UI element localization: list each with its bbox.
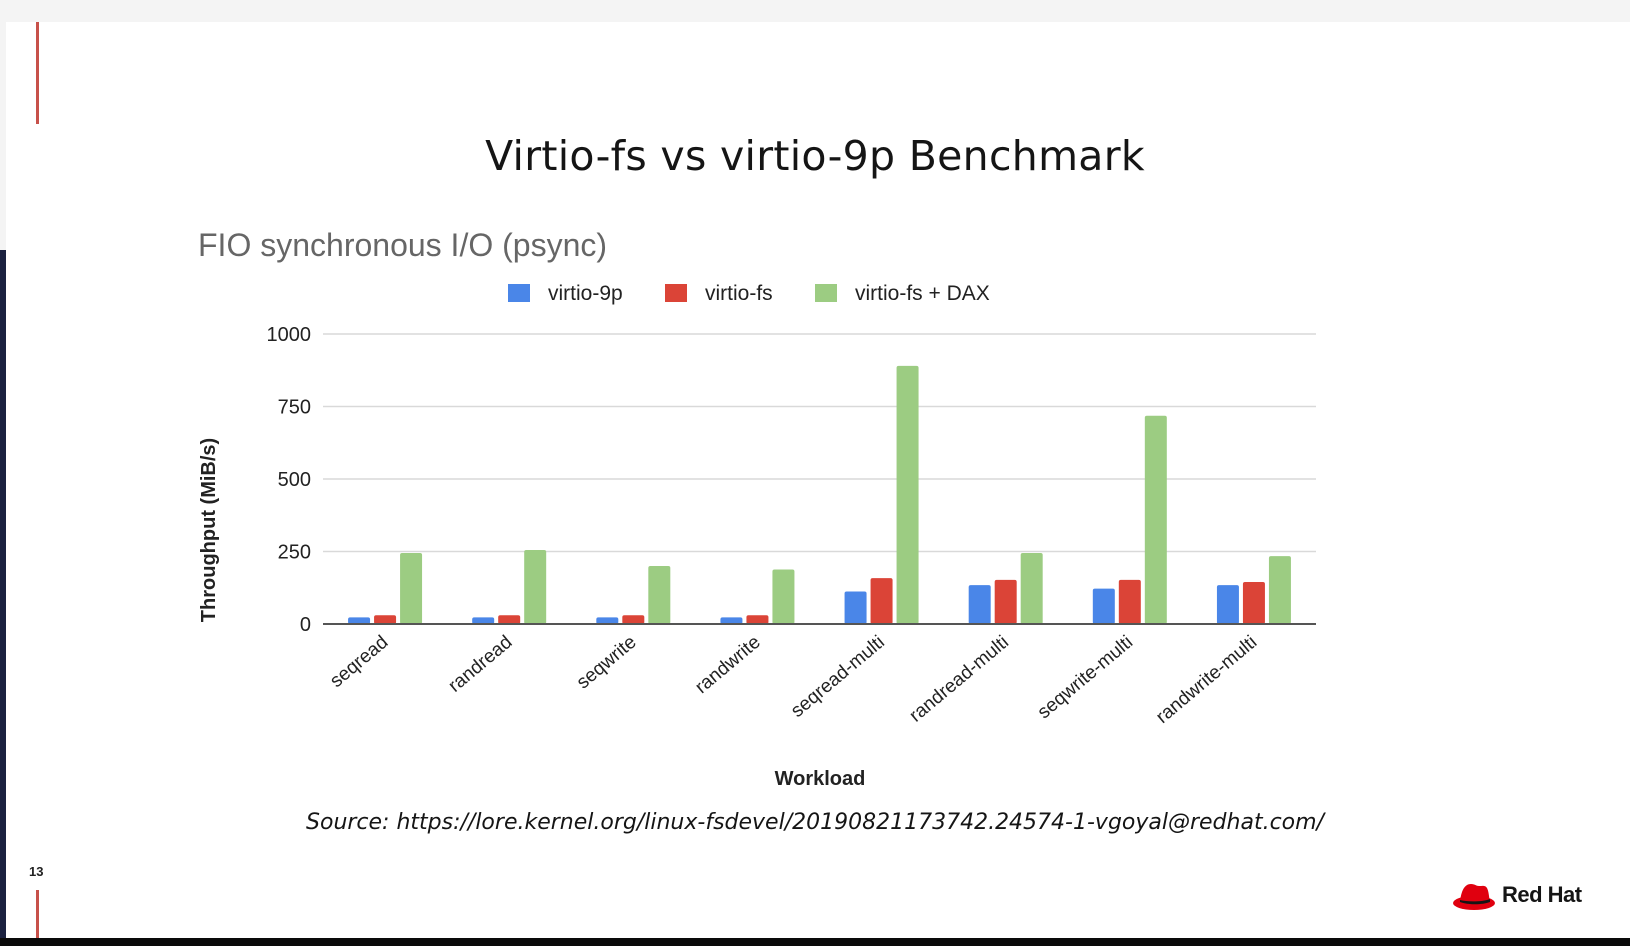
bar-virtio-fs-dax-randread-multi xyxy=(1020,552,1043,624)
x-tick-label: seqread-multi xyxy=(787,632,889,722)
bar-virtio-fs-randread xyxy=(498,615,521,624)
bar-virtio-9p-randwrite xyxy=(720,617,743,624)
bar-virtio-fs-seqread xyxy=(374,615,397,624)
slide-number: 13 xyxy=(29,864,44,879)
x-axis-label: Workload xyxy=(775,768,866,790)
bar-virtio-fs-randread-multi xyxy=(994,579,1017,624)
y-axis-ticks: 0 250 500 750 1000 xyxy=(267,324,312,636)
y-tick-label: 500 xyxy=(278,469,311,491)
bar-virtio-fs-seqwrite-multi xyxy=(1118,579,1141,624)
x-tick-label: randread-multi xyxy=(906,632,1013,727)
bar-virtio-9p-randread-multi xyxy=(968,585,991,624)
x-tick-label: randread xyxy=(445,632,517,697)
bar-virtio-fs-dax-seqread xyxy=(400,552,423,624)
bar-virtio-9p-randread xyxy=(472,617,495,624)
red-hat-logo: Red Hat xyxy=(1452,876,1602,916)
bar-virtio-fs-randwrite-multi xyxy=(1242,581,1265,624)
x-tick-label: randwrite xyxy=(691,632,764,698)
legend-swatch xyxy=(665,284,687,302)
x-tick-label: randwrite-multi xyxy=(1152,632,1261,728)
y-tick-label: 0 xyxy=(300,614,311,636)
chart-legend: virtio-9p virtio-fs virtio-fs + DAX xyxy=(508,282,990,305)
x-tick-label: seqread xyxy=(326,632,392,692)
bar-virtio-9p-seqread xyxy=(348,617,371,624)
bar-virtio-fs-randwrite xyxy=(746,615,769,624)
y-tick-label: 250 xyxy=(278,542,311,564)
legend-label: virtio-9p xyxy=(548,282,623,305)
y-axis-label: Throughput (MiB/s) xyxy=(198,438,220,622)
x-tick-label: seqwrite xyxy=(573,632,641,694)
top-accent-line xyxy=(36,22,39,124)
bar-virtio-fs-dax-seqwrite xyxy=(648,566,671,624)
bar-virtio-fs-dax-seqread-multi xyxy=(896,365,919,624)
bar-virtio-fs-dax-randread xyxy=(524,550,547,624)
slide-title: Virtio-fs vs virtio-9p Benchmark xyxy=(485,132,1145,180)
y-tick-label: 750 xyxy=(278,397,311,419)
source-citation: Source: https://lore.kernel.org/linux-fs… xyxy=(306,810,1324,835)
bar-virtio-fs-seqread-multi xyxy=(870,578,893,624)
bar-virtio-9p-randwrite-multi xyxy=(1216,585,1239,624)
chart-bars xyxy=(348,365,1291,624)
legend-swatch xyxy=(508,284,530,302)
bar-virtio-fs-dax-randwrite xyxy=(772,569,795,624)
bottom-accent-line xyxy=(36,890,39,938)
red-hat-fedora-icon xyxy=(1453,884,1495,910)
legend-label: virtio-fs xyxy=(705,282,773,305)
legend-label: virtio-fs + DAX xyxy=(855,282,990,305)
bottom-black-bar xyxy=(0,938,1630,946)
chart-title: FIO synchronous I/O (psync) xyxy=(198,227,607,263)
left-edge-strip xyxy=(0,250,6,938)
x-tick-label: seqwrite-multi xyxy=(1034,632,1137,723)
bar-virtio-fs-dax-randwrite-multi xyxy=(1268,556,1291,624)
slide-canvas xyxy=(6,22,1630,938)
legend-swatch xyxy=(815,284,837,302)
logo-wordmark: Red Hat xyxy=(1502,882,1582,907)
bar-virtio-9p-seqwrite-multi xyxy=(1092,588,1115,624)
bar-virtio-fs-seqwrite xyxy=(622,615,645,624)
x-axis-ticks: seqread randread seqwrite randwrite seqread-… xyxy=(326,632,1261,728)
chart-gridlines xyxy=(323,333,1316,553)
bar-virtio-9p-seqread-multi xyxy=(844,591,867,624)
y-tick-label: 1000 xyxy=(267,324,312,346)
bar-virtio-fs-dax-seqwrite-multi xyxy=(1144,415,1167,624)
bar-virtio-9p-seqwrite xyxy=(596,617,619,624)
